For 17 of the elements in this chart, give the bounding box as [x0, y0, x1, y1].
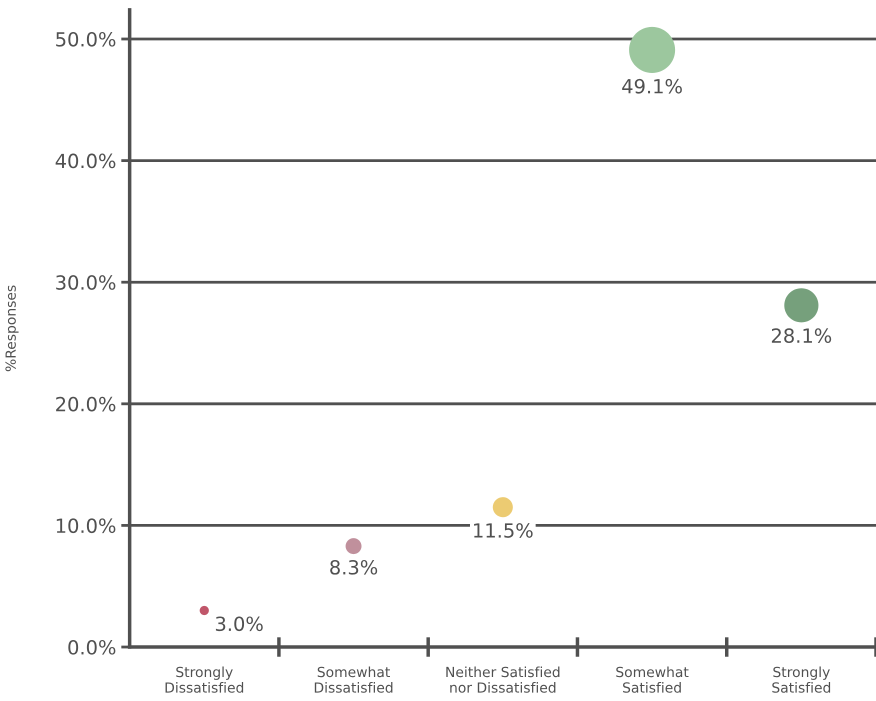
x-tick-label: Somewhat Satisfied — [616, 666, 689, 693]
y-tick-label: 0.0% — [68, 640, 116, 655]
x-tick-label: Neither Satisfied nor Dissatisfied — [446, 666, 560, 693]
x-tick-label: Strongly Satisfied — [772, 666, 830, 693]
y-axis-title: %Responses — [5, 286, 19, 372]
y-tick-label: 40.0% — [56, 154, 116, 168]
data-label: 49.1% — [622, 78, 682, 94]
y-tick-label: 20.0% — [56, 396, 116, 412]
y-tick-label: 50.0% — [56, 32, 116, 47]
y-tick-label: 10.0% — [56, 518, 116, 534]
x-tick-label: Strongly Dissatisfied — [166, 666, 244, 693]
data-label: 11.5% — [474, 523, 533, 538]
data-label: 8.3% — [330, 560, 378, 575]
data-label: 28.1% — [772, 328, 832, 343]
data-label: 3.0% — [216, 616, 263, 632]
x-tick-label: Somewhat Dissatisfied — [314, 666, 392, 693]
y-tick-label: 30.0% — [56, 275, 116, 290]
